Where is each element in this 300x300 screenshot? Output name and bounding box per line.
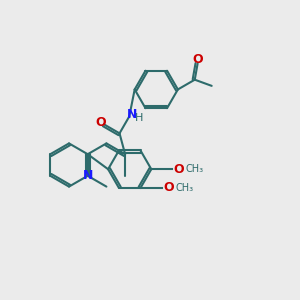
Text: N: N [82,169,93,182]
Text: O: O [174,163,184,176]
Text: CH₃: CH₃ [186,164,204,174]
Text: O: O [192,53,203,66]
Text: O: O [163,182,174,194]
Text: H: H [135,113,143,123]
Text: N: N [127,108,137,122]
Text: CH₃: CH₃ [175,183,193,193]
Text: O: O [95,116,106,129]
